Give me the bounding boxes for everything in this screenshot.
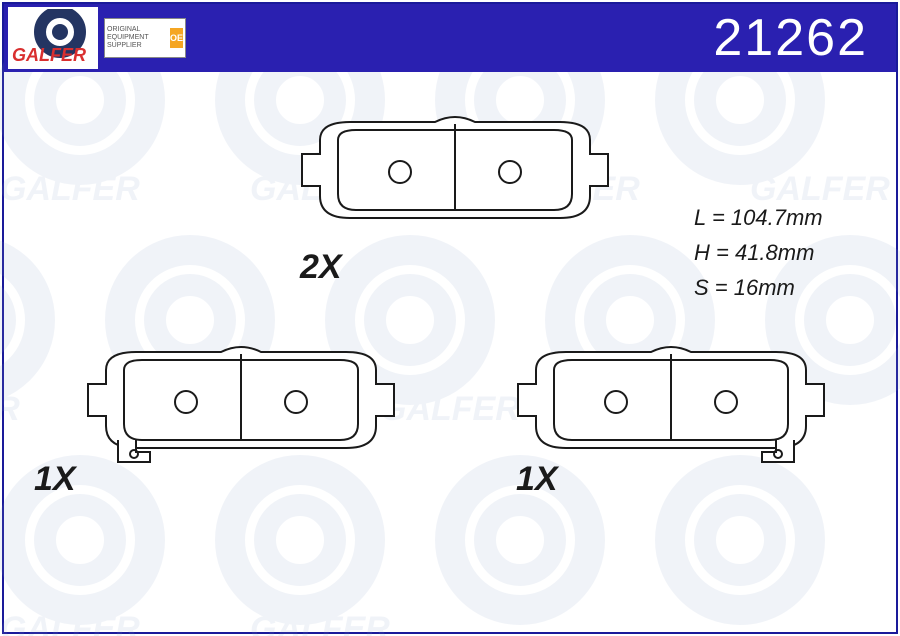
- header-left: GALFER ORIGINAL EQUIPMENT SUPPLIER OE: [4, 4, 186, 72]
- svg-text:GALFER: GALFER: [380, 390, 520, 428]
- qty-bottom-right: 1X: [516, 460, 558, 499]
- oe-badge: ORIGINAL EQUIPMENT SUPPLIER OE: [104, 18, 186, 58]
- qty-bottom-left: 1X: [34, 460, 76, 499]
- part-number: 21262: [713, 8, 896, 68]
- qty-top: 2X: [300, 248, 342, 287]
- dim-length: L = 104.7mm: [694, 200, 823, 235]
- brake-pad-bottom-right: [516, 340, 826, 490]
- svg-text:GALFER: GALFER: [0, 390, 20, 428]
- watermark: GALFER GALFER GALFER GALFER GALFER GALFE…: [0, 0, 900, 636]
- brand-text: GALFER: [12, 45, 86, 65]
- dimensions-block: L = 104.7mm H = 41.8mm S = 16mm: [694, 200, 823, 306]
- oe-square-text: OE: [170, 33, 183, 43]
- dim-thickness: S = 16mm: [694, 270, 823, 305]
- brand-logo: GALFER: [8, 7, 98, 69]
- dim-height: H = 41.8mm: [694, 235, 823, 270]
- svg-text:GALFER: GALFER: [0, 170, 140, 208]
- svg-text:GALFER: GALFER: [250, 610, 390, 636]
- brake-pad-top: [300, 110, 610, 240]
- brake-pad-bottom-left: [86, 340, 396, 490]
- svg-text:GALFER: GALFER: [0, 610, 140, 636]
- oe-label: ORIGINAL EQUIPMENT SUPPLIER: [107, 26, 170, 49]
- header-bar: GALFER ORIGINAL EQUIPMENT SUPPLIER OE 21…: [4, 4, 896, 72]
- oe-square-icon: OE: [170, 28, 183, 48]
